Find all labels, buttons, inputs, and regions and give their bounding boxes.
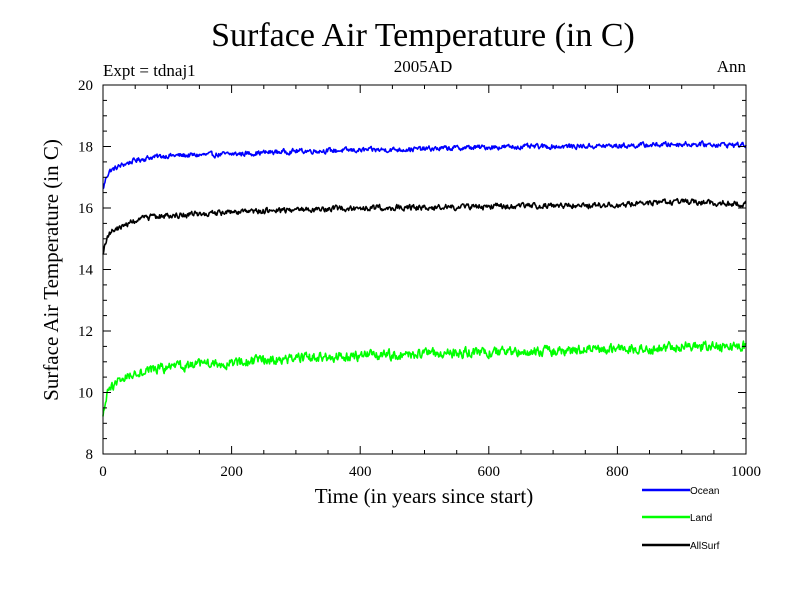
x-tick-label: 400 bbox=[349, 464, 372, 480]
y-tick-label: 20 bbox=[78, 78, 93, 94]
x-tick-label: 0 bbox=[99, 464, 107, 480]
x-tick-label: 600 bbox=[478, 464, 501, 480]
chart-title: Surface Air Temperature (in C) bbox=[211, 17, 635, 54]
series-line-allsurf bbox=[102, 197, 747, 255]
y-tick-label: 10 bbox=[78, 386, 93, 402]
legend-label-land: Land bbox=[690, 513, 712, 524]
x-tick-label: 200 bbox=[220, 464, 243, 480]
y-tick-label: 14 bbox=[78, 263, 94, 279]
season-label: Ann bbox=[717, 57, 747, 76]
year-label: 2005AD bbox=[394, 57, 453, 76]
x-tick-labels: 0 200 400 600 800 1000 bbox=[99, 464, 761, 480]
legend-label-allsurf: AllSurf bbox=[690, 541, 720, 552]
y-tick-label: 8 bbox=[86, 447, 94, 463]
y-tick-label: 18 bbox=[78, 140, 93, 156]
plot-frame bbox=[102, 84, 747, 455]
y-tick-label: 12 bbox=[78, 324, 93, 340]
series-line-land bbox=[102, 340, 747, 417]
plot-lines bbox=[102, 140, 747, 417]
experiment-label: Expt = tdnaj1 bbox=[103, 61, 196, 80]
x-tick-label: 1000 bbox=[731, 464, 761, 480]
legend-label-ocean: Ocean bbox=[690, 486, 719, 497]
y-axis-label: Surface Air Temperature (in C) bbox=[39, 139, 63, 401]
y-tick-label: 16 bbox=[78, 201, 94, 217]
legend: Ocean Land AllSurf bbox=[642, 486, 720, 552]
x-tick-label: 800 bbox=[606, 464, 629, 480]
series-line-ocean bbox=[102, 140, 747, 190]
x-axis-label: Time (in years since start) bbox=[315, 484, 534, 508]
y-tick-labels: 8 10 12 14 16 18 20 bbox=[78, 78, 94, 463]
